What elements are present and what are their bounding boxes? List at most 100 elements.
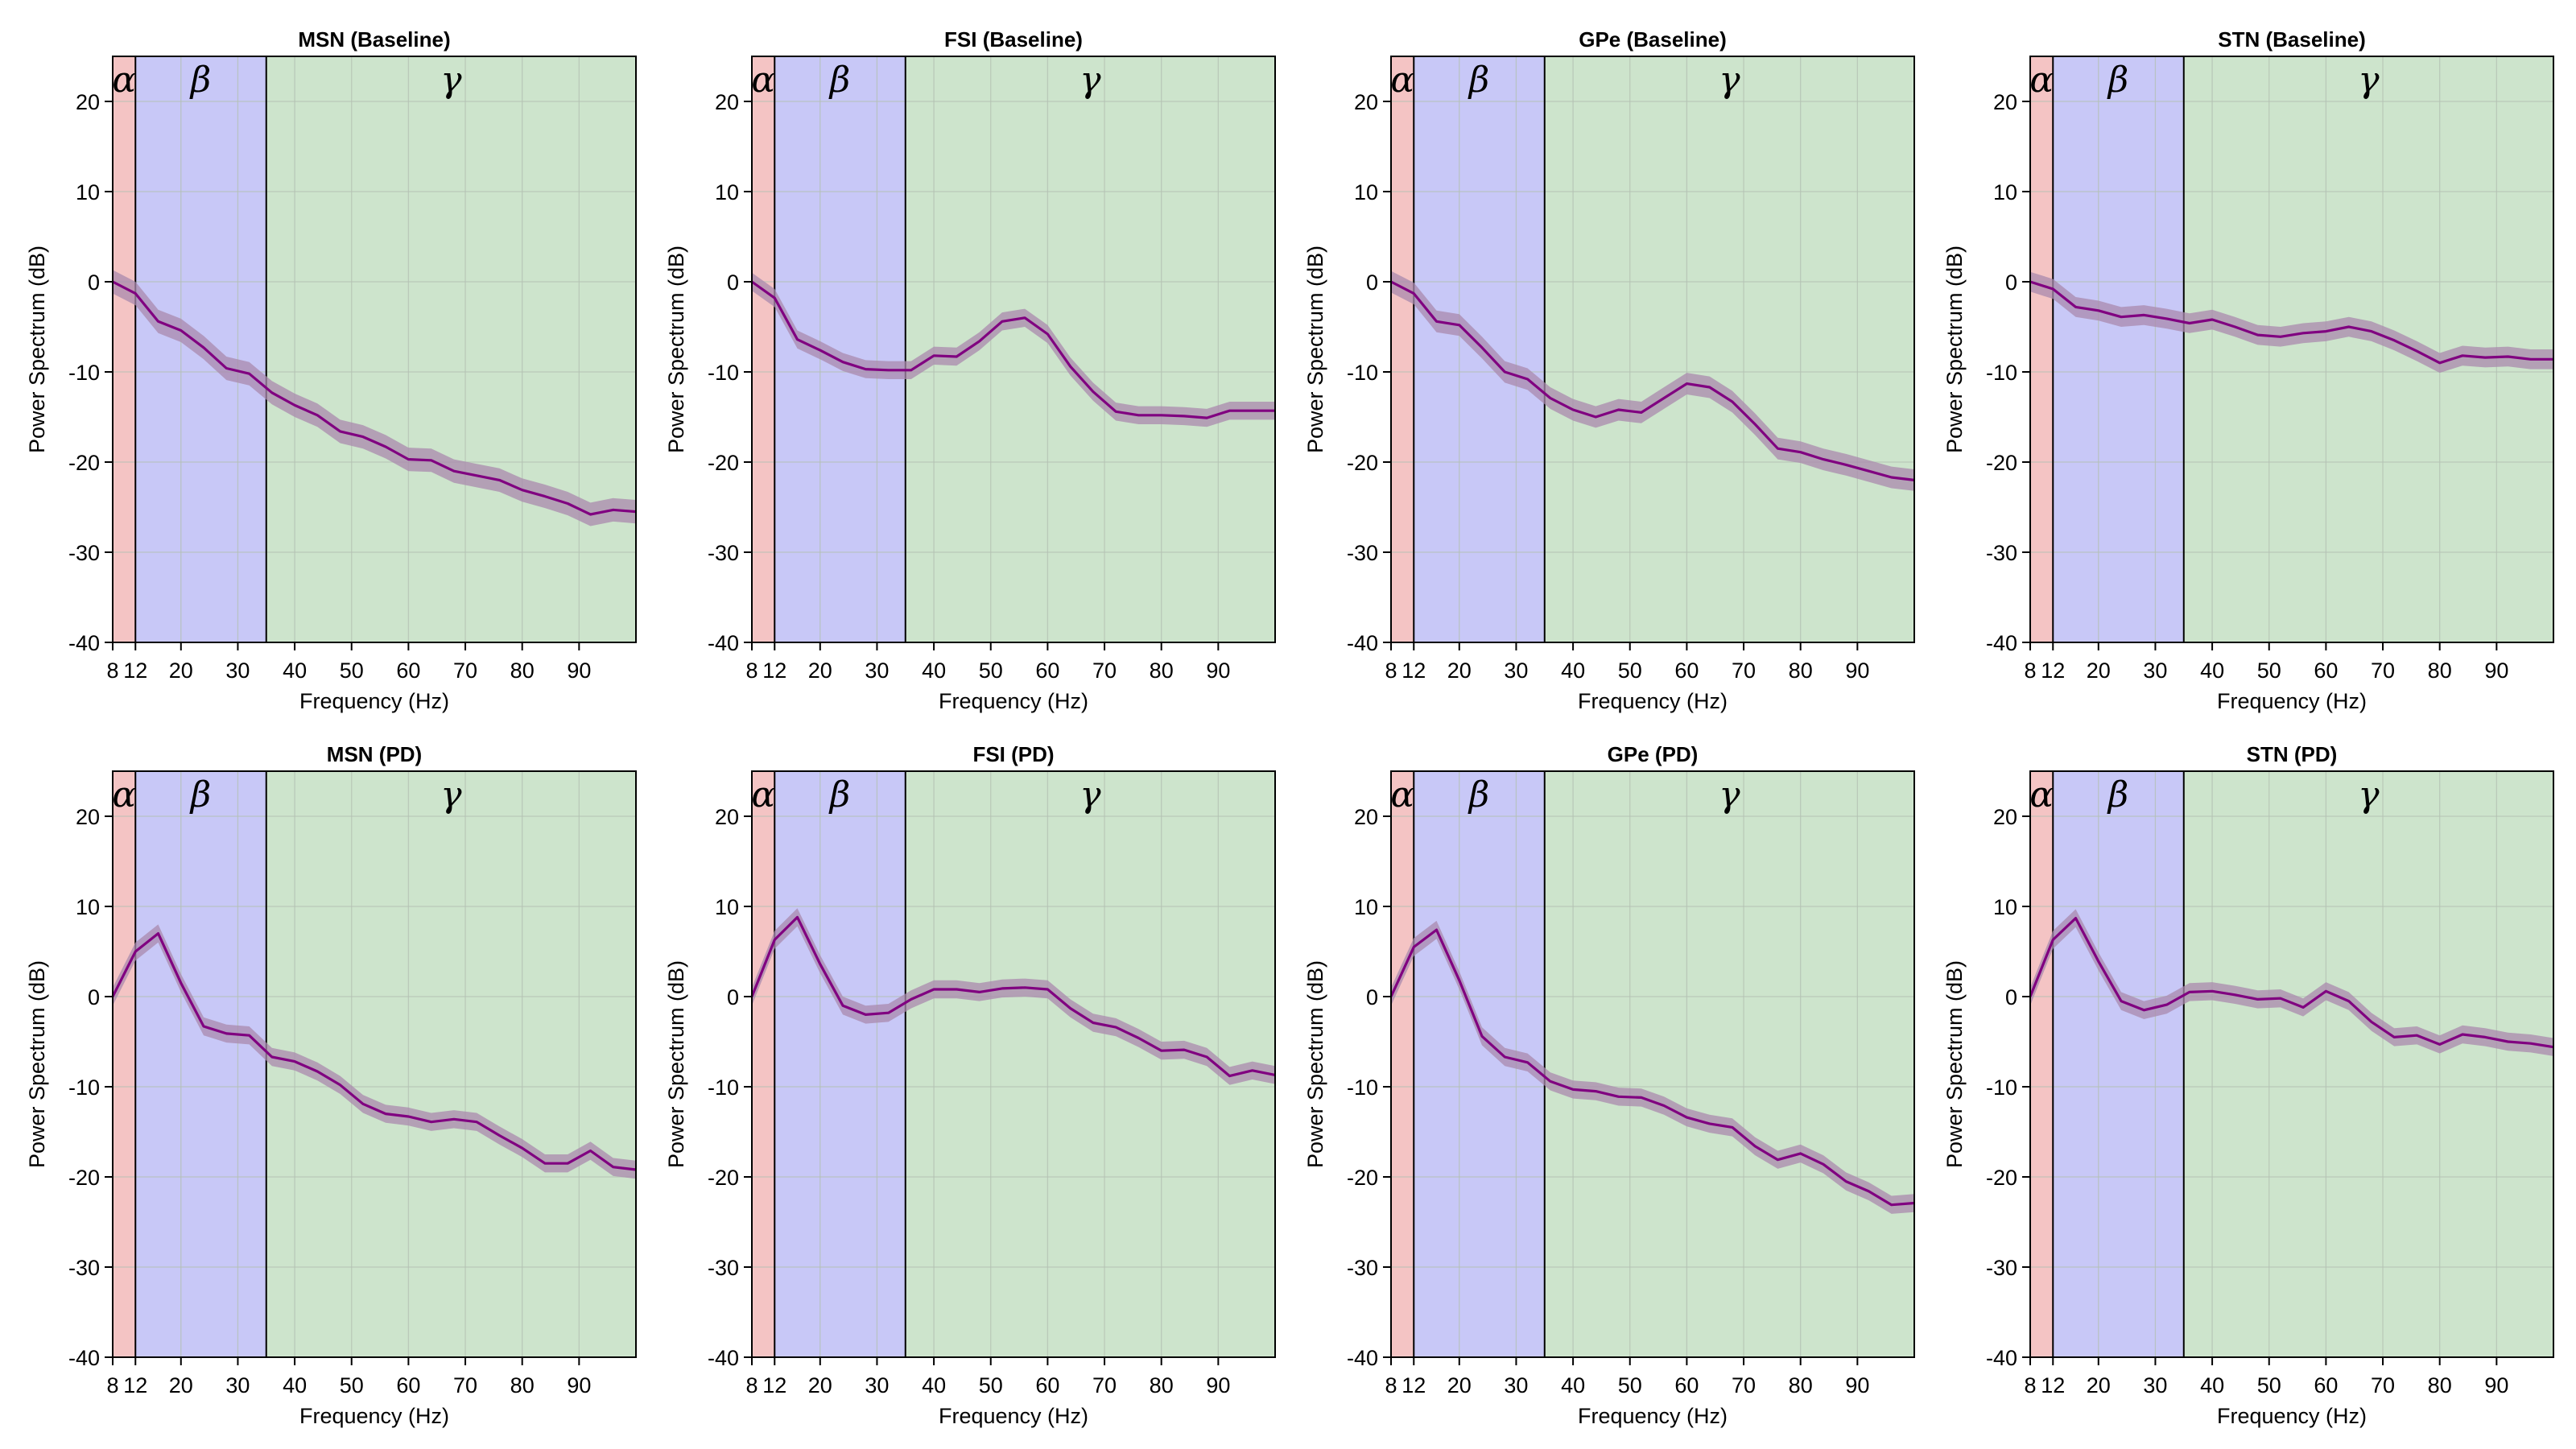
- alpha-band-label: α: [751, 774, 775, 815]
- x-tick-label: 12: [1402, 1373, 1426, 1397]
- x-tick-label: 80: [1789, 658, 1813, 683]
- gamma-band-region: [1544, 771, 1914, 1357]
- gamma-band-region: [266, 56, 636, 642]
- x-tick-label: 8: [2024, 658, 2036, 683]
- variability-band: [1391, 920, 1914, 1214]
- series-line: [2029, 280, 2553, 365]
- x-tick-label: 12: [1402, 658, 1426, 683]
- y-tick-label: -30: [68, 541, 100, 565]
- y-tick-label: 10: [1354, 180, 1378, 204]
- x-tick-label: 30: [1504, 658, 1528, 683]
- x-tick-label: 12: [2041, 658, 2065, 683]
- gamma-band-label: γ: [440, 60, 462, 101]
- y-tick-label: -40: [1986, 631, 2017, 655]
- alpha-band-region: [752, 56, 775, 642]
- x-tick-label: 40: [2200, 1373, 2224, 1397]
- x-axis-label: Frequency (Hz): [299, 1404, 449, 1428]
- series-line: [1390, 280, 1915, 481]
- x-tick-label: 60: [1674, 1373, 1699, 1397]
- y-tick-label: -30: [1347, 1256, 1378, 1280]
- x-tick-label: 70: [1732, 658, 1756, 683]
- x-tick-label: 60: [396, 658, 420, 683]
- beta-band-label: β: [2107, 774, 2128, 815]
- alpha-band-region: [1391, 771, 1414, 1357]
- x-tick-label: 8: [2024, 1373, 2036, 1397]
- x-axis-label: Frequency (Hz): [939, 1404, 1088, 1428]
- y-tick-label: -30: [708, 541, 739, 565]
- y-tick-label: -20: [1347, 451, 1378, 475]
- x-tick-label: 8: [745, 658, 758, 683]
- x-tick-label: 12: [762, 658, 786, 683]
- x-tick-label: 20: [169, 658, 193, 683]
- gamma-band-region: [2183, 771, 2553, 1357]
- x-tick-label: 80: [2428, 1373, 2452, 1397]
- x-tick-label: 12: [123, 1373, 147, 1397]
- y-tick-label: -10: [708, 361, 739, 385]
- chart-panel: α β γ 8 12 20 30 40 50 60 70 80 90 -40 -30 -20 -10 0 10 20 S…: [1942, 27, 2554, 713]
- y-tick-label: 20: [1354, 805, 1378, 829]
- x-tick-label: 30: [865, 1373, 889, 1397]
- y-tick-label: -40: [68, 1346, 100, 1370]
- x-tick-label: 90: [2484, 658, 2508, 683]
- chart-panel: α β γ 8 12 20 30 40 50 60 70 80 90 -40 -30 -20 -10 0 10 20 F…: [664, 742, 1276, 1428]
- plot-frame: [112, 56, 637, 643]
- x-tick-label: 40: [2200, 658, 2224, 683]
- gamma-band-label: γ: [1719, 60, 1740, 101]
- beta-band-label: β: [1468, 60, 1489, 101]
- y-tick-label: 20: [1354, 90, 1378, 114]
- x-tick-label: 70: [453, 1373, 477, 1397]
- alpha-band-region: [113, 771, 136, 1357]
- y-tick-label: -20: [1347, 1166, 1378, 1190]
- alpha-band-region: [752, 771, 775, 1357]
- series-line: [111, 932, 637, 1171]
- y-tick-label: 0: [2005, 985, 2017, 1009]
- y-axis-label: Power Spectrum (dB): [1942, 960, 1967, 1168]
- beta-band-label: β: [1468, 774, 1489, 815]
- x-tick-label: 40: [283, 658, 307, 683]
- x-tick-label: 80: [510, 658, 535, 683]
- x-tick-label: 12: [123, 658, 147, 683]
- gamma-band-label: γ: [1080, 774, 1101, 815]
- panel-title: MSN (PD): [327, 742, 422, 766]
- y-tick-label: 10: [1993, 180, 2017, 204]
- x-tick-label: 50: [1618, 1373, 1642, 1397]
- x-tick-label: 50: [340, 1373, 364, 1397]
- x-tick-label: 30: [1504, 1373, 1528, 1397]
- series-line: [751, 280, 1275, 419]
- plot-frame: [2029, 56, 2554, 643]
- x-tick-label: 40: [922, 658, 946, 683]
- y-tick-label: 10: [76, 895, 100, 919]
- y-tick-label: 0: [1366, 270, 1378, 295]
- alpha-band-region: [113, 56, 136, 642]
- x-tick-label: 12: [2041, 1373, 2065, 1397]
- x-tick-label: 50: [340, 658, 364, 683]
- chart-panel: α β γ 8 12 20 30 40 50 60 70 80 90 -40 -30 -20 -10 0 10 20 M…: [25, 27, 637, 713]
- x-tick-label: 20: [1447, 658, 1472, 683]
- y-tick-label: -40: [708, 631, 739, 655]
- x-tick-label: 50: [1618, 658, 1642, 683]
- gamma-band-region: [1544, 56, 1914, 642]
- y-tick-label: 20: [1993, 805, 2017, 829]
- x-tick-label: 90: [1845, 658, 1869, 683]
- plot-frame: [112, 770, 637, 1358]
- series-line: [750, 915, 1276, 1078]
- x-tick-label: 20: [808, 1373, 832, 1397]
- y-tick-label: -20: [708, 1166, 739, 1190]
- gamma-band-label: γ: [2358, 774, 2380, 815]
- x-tick-label: 12: [762, 1373, 786, 1397]
- y-tick-label: 10: [1354, 895, 1378, 919]
- x-axis-label: Frequency (Hz): [299, 689, 449, 713]
- beta-band-region: [2053, 771, 2184, 1357]
- y-tick-label: -10: [68, 1075, 100, 1100]
- x-tick-label: 70: [1092, 1373, 1117, 1397]
- gamma-band-label: γ: [1719, 774, 1740, 815]
- y-tick-label: 20: [1993, 90, 2017, 114]
- y-tick-label: -30: [708, 1256, 739, 1280]
- x-axis-label: Frequency (Hz): [2217, 689, 2367, 713]
- x-tick-label: 60: [2314, 658, 2338, 683]
- panel-title: GPe (Baseline): [1579, 27, 1727, 52]
- y-tick-label: -30: [68, 1256, 100, 1280]
- x-axis-label: Frequency (Hz): [1578, 1404, 1728, 1428]
- x-tick-label: 30: [2143, 1373, 2167, 1397]
